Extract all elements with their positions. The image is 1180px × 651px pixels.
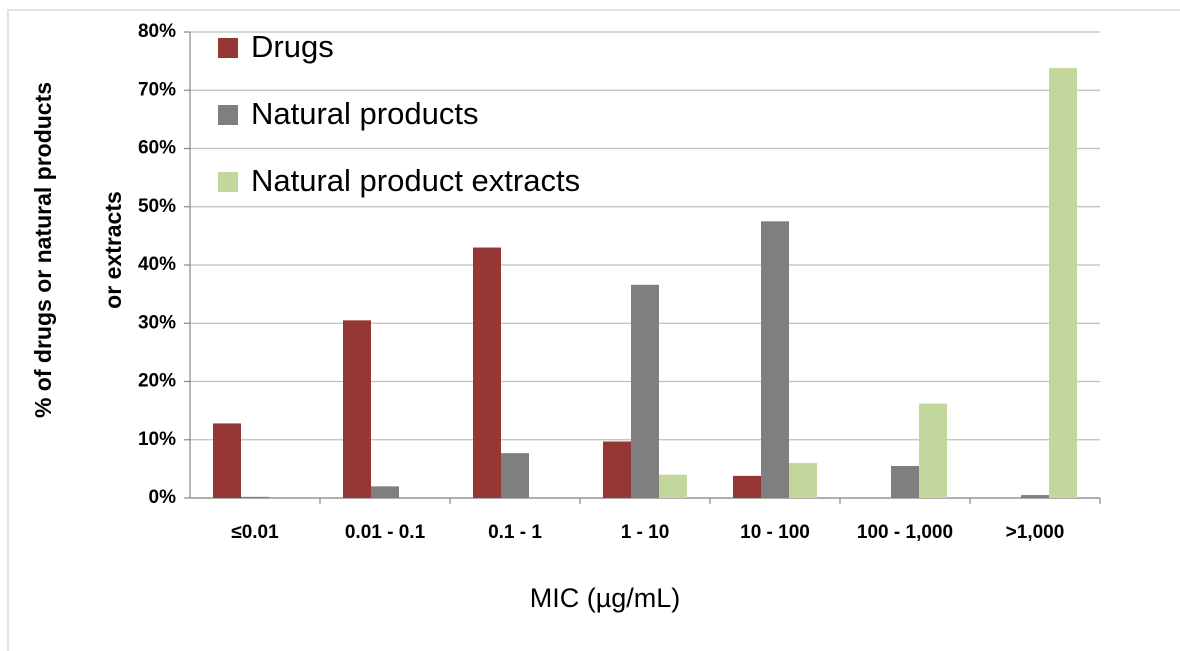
legend-label: Natural products — [251, 96, 478, 131]
x-tick-label: >1,000 — [1006, 522, 1065, 543]
bar — [789, 463, 817, 498]
bar — [371, 486, 399, 498]
y-tick-label: 10% — [138, 429, 176, 450]
legend-swatch — [218, 105, 238, 125]
bar — [213, 423, 241, 498]
bar — [473, 247, 501, 498]
x-tick-label: 10 - 100 — [740, 522, 810, 543]
legend-swatch — [218, 38, 238, 58]
y-axis-label: % of drugs or natural products or extrac… — [30, 82, 126, 418]
bar — [603, 441, 631, 498]
y-tick-label: 60% — [138, 138, 176, 159]
y-tick-label: 70% — [138, 79, 176, 100]
bar — [761, 221, 789, 498]
x-tick-label: ≤0.01 — [231, 522, 279, 543]
legend-label: Natural product extracts — [251, 163, 580, 198]
bar — [241, 496, 269, 498]
bar — [733, 475, 761, 498]
y-axis-label-line: or extracts — [100, 191, 126, 309]
x-tick-label: 0.1 - 1 — [488, 522, 542, 543]
y-tick-label: 30% — [138, 312, 176, 333]
bar — [659, 474, 687, 498]
bar — [343, 320, 371, 498]
y-tick-label: 0% — [149, 487, 177, 508]
legend-label: Drugs — [251, 29, 334, 64]
x-tick-label: 0.01 - 0.1 — [345, 522, 426, 543]
bar — [631, 284, 659, 498]
y-axis-label-line: % of drugs or natural products — [30, 82, 56, 418]
frame — [7, 9, 1180, 651]
x-tick-label: 100 - 1,000 — [857, 522, 953, 543]
bar — [1049, 68, 1077, 499]
y-tick-label: 20% — [138, 371, 176, 392]
x-axis-label: MIC (µg/mL) — [530, 583, 681, 613]
bar — [501, 453, 529, 498]
y-tick-label: 80% — [138, 21, 176, 42]
y-tick-label: 50% — [138, 196, 176, 217]
bar — [919, 403, 947, 498]
x-tick-label: 1 - 10 — [621, 522, 670, 543]
bar — [1021, 495, 1049, 498]
bar — [891, 465, 919, 498]
legend-swatch — [218, 172, 238, 192]
y-tick-label: 40% — [138, 254, 176, 275]
